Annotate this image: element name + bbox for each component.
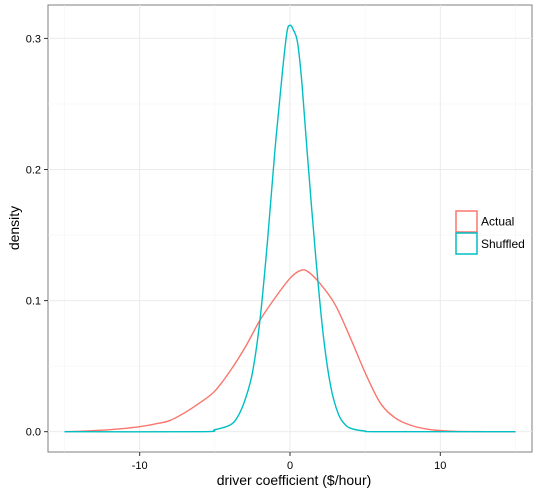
y-tick-label: 0.1 [26,296,41,308]
legend-label-shuffled: Shuffled [481,237,525,251]
axes: -10 0 10 0.0 0.1 0.2 0.3 [26,33,447,472]
x-axis-title: driver coefficient ($/hour) [217,472,372,488]
density-curve-actual [64,269,516,433]
density-curve-shuffled [64,24,516,433]
y-tick-label: 0.3 [26,33,41,45]
legend-label-actual: Actual [481,215,514,229]
legend-key-shuffled [455,232,478,255]
legend-key-actual [455,210,478,233]
x-tick-label: 10 [434,460,446,472]
x-tick-label: 0 [287,460,293,472]
grid-lines [48,5,532,452]
y-tick-label: 0.0 [26,427,41,439]
y-tick-label: 0.2 [26,165,41,177]
y-axis-title: density [6,206,22,250]
x-tick-label: -10 [132,460,148,472]
legend: Actual Shuffled [455,210,525,255]
density-curves [64,24,516,433]
